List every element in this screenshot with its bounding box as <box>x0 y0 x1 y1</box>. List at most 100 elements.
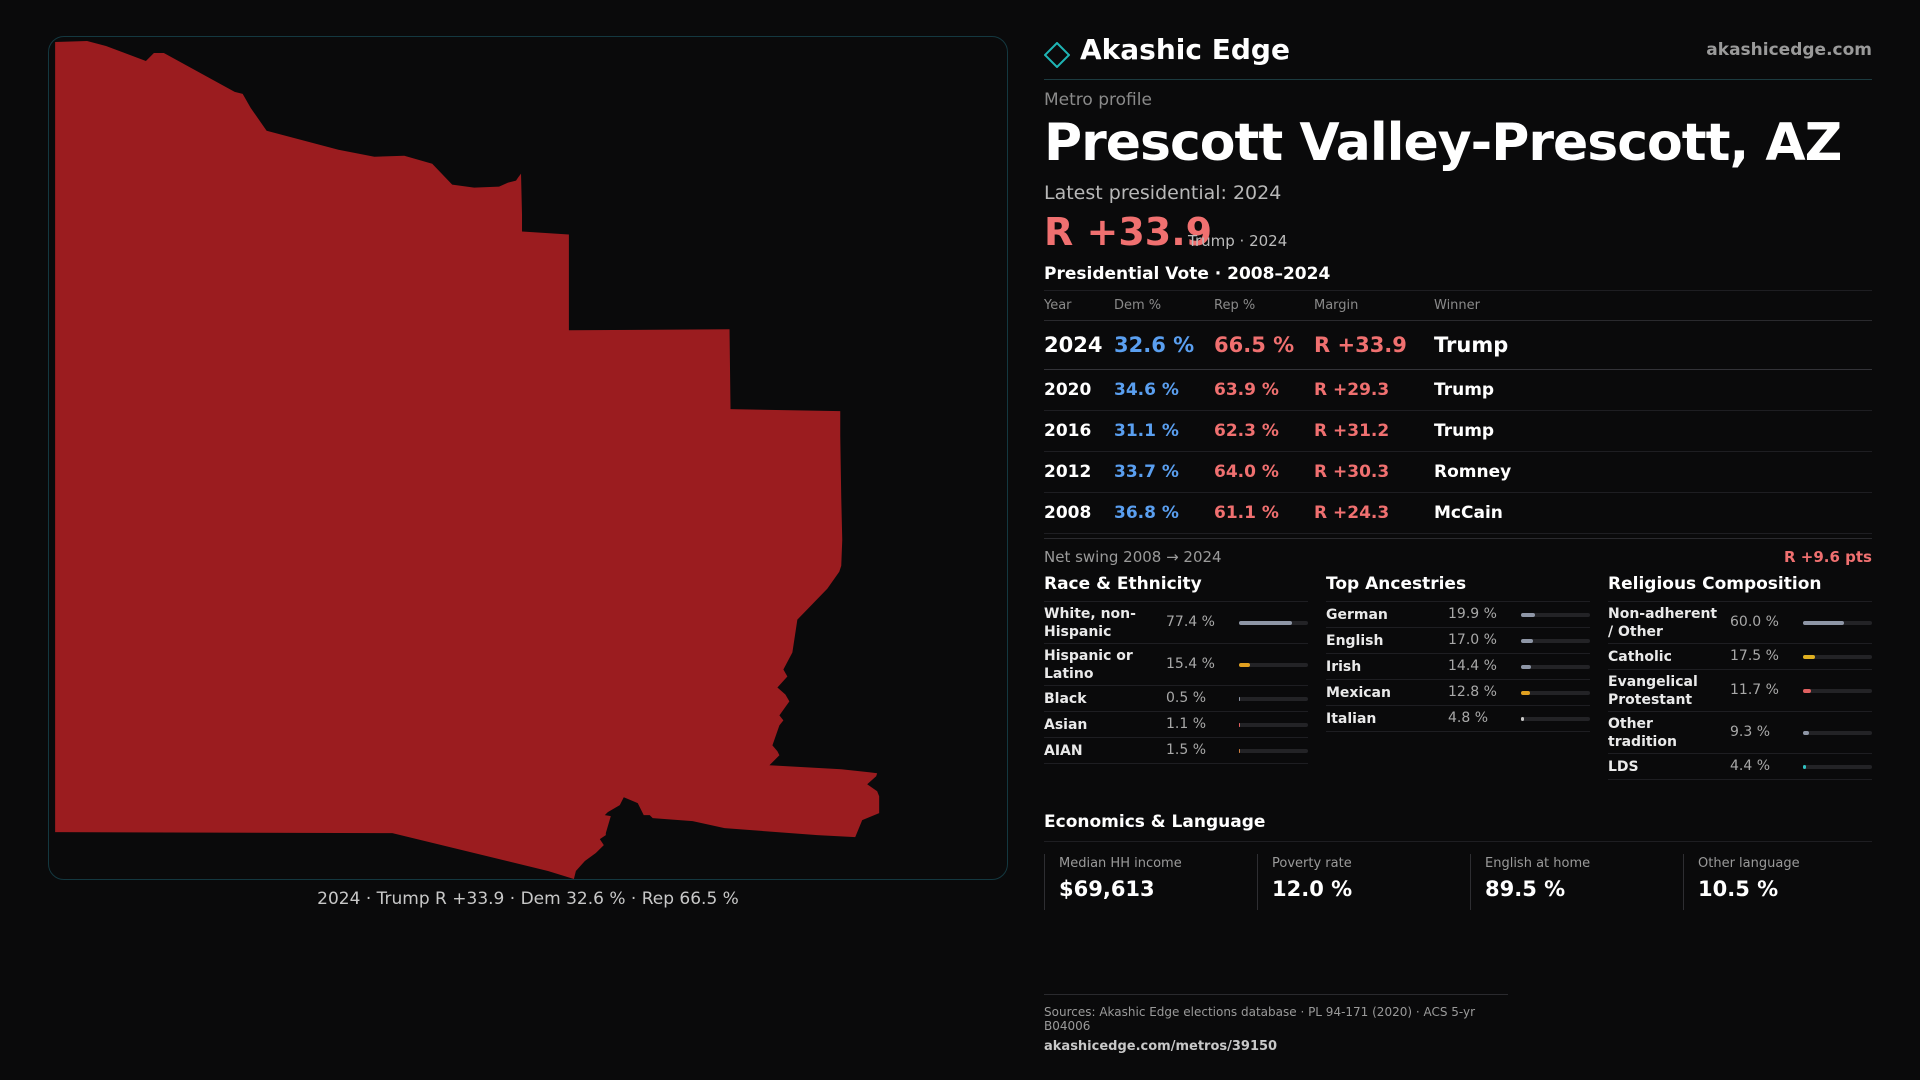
list-item: Evangelical Protestant 11.7 % <box>1608 670 1872 712</box>
item-bar-fill <box>1521 612 1535 617</box>
cell-year: 2020 <box>1044 369 1114 411</box>
cell-winner: McCain <box>1434 492 1872 534</box>
econ-stat: English at home 89.5 % <box>1470 853 1670 910</box>
list-item: Irish 14.4 % <box>1326 654 1590 680</box>
econ-stat-value: $69,613 <box>1059 876 1155 901</box>
metro-map <box>55 40 880 879</box>
item-bar <box>1239 748 1308 753</box>
item-value: 60.0 % <box>1730 613 1779 630</box>
item-value: 4.4 % <box>1730 757 1771 774</box>
item-value: 4.8 % <box>1448 709 1489 726</box>
item-label: Non-adherent / Other <box>1608 605 1718 640</box>
col-year: Year <box>1044 290 1114 321</box>
item-bar <box>1239 620 1308 625</box>
item-bar-fill <box>1521 690 1530 695</box>
cell-rep: 62.3 % <box>1214 410 1314 452</box>
race-ethnicity-panel: Race & Ethnicity White, non-Hispanic 77.4… <box>1044 574 1308 764</box>
page-kicker: Metro profile <box>1044 90 1152 110</box>
item-label: LDS <box>1608 758 1639 775</box>
item-label: AIAN <box>1044 742 1083 759</box>
net-swing-label: Net swing 2008 → 2024 <box>1044 547 1222 566</box>
race-ethnicity-title: Race & Ethnicity <box>1044 574 1308 602</box>
econ-stat: Poverty rate 12.0 % <box>1257 853 1457 910</box>
religion-panel: Religious Composition Non-adherent / Oth… <box>1608 574 1872 780</box>
item-value: 12.8 % <box>1448 683 1497 700</box>
cell-year: 2008 <box>1044 492 1114 534</box>
county-shape <box>55 40 880 879</box>
table-row: 2020 34.6 % 63.9 % R +29.3 Trump <box>1044 369 1872 411</box>
sources-url[interactable]: akashicedge.com/metros/39150 <box>1044 1039 1278 1054</box>
item-value: 11.7 % <box>1730 681 1779 698</box>
cell-year: 2016 <box>1044 410 1114 452</box>
header: Akashic Edge akashicedge.com <box>1044 30 1872 80</box>
item-value: 9.3 % <box>1730 723 1771 740</box>
item-bar-fill <box>1239 748 1241 753</box>
cell-year: 2012 <box>1044 451 1114 493</box>
econ-stat-label: Median HH income <box>1059 855 1182 871</box>
list-item: Other tradition 9.3 % <box>1608 712 1872 754</box>
table-row: 2008 36.8 % 61.1 % R +24.3 McCain <box>1044 492 1872 534</box>
econ-stat-label: Other language <box>1698 855 1800 871</box>
profile-panel: Akashic Edge akashicedge.com Metro profi… <box>1044 30 1872 930</box>
economics-row: Median HH income $69,613 Poverty rate 12.0 … <box>1044 853 1872 930</box>
cell-margin: R +24.3 <box>1314 492 1434 534</box>
item-bar <box>1521 690 1590 695</box>
item-bar-fill <box>1803 764 1807 769</box>
margin-summary: R +33.9 Trump · 2024 <box>1044 210 1872 258</box>
item-bar-fill <box>1521 716 1525 721</box>
list-item: Black 0.5 % <box>1044 686 1308 712</box>
item-bar <box>1239 722 1308 727</box>
margin-subtitle: Trump · 2024 <box>1188 231 1288 250</box>
cell-rep: 63.9 % <box>1214 369 1314 411</box>
item-bar-fill <box>1803 654 1816 659</box>
table-row: 2024 32.6 % 66.5 % R +33.9 Trump <box>1044 320 1872 370</box>
cell-margin: R +33.9 <box>1314 320 1434 370</box>
demographics: Race & Ethnicity White, non-Hispanic 77.4… <box>1044 574 1872 804</box>
cell-winner: Trump <box>1434 320 1872 370</box>
item-label: English <box>1326 632 1384 649</box>
econ-stat-label: Poverty rate <box>1272 855 1352 871</box>
item-label: Italian <box>1326 710 1377 727</box>
item-bar <box>1803 688 1872 693</box>
site-link[interactable]: akashicedge.com <box>1706 40 1872 60</box>
item-value: 77.4 % <box>1166 613 1215 630</box>
item-bar-fill <box>1521 638 1533 643</box>
cell-rep: 64.0 % <box>1214 451 1314 493</box>
econ-stat-value: 10.5 % <box>1698 876 1779 901</box>
religion-title: Religious Composition <box>1608 574 1872 602</box>
item-bar <box>1239 662 1308 667</box>
item-bar <box>1803 730 1872 735</box>
item-bar-fill <box>1239 620 1293 625</box>
latest-presidential: Latest presidential: 2024 <box>1044 181 1282 204</box>
list-item: Italian 4.8 % <box>1326 706 1590 732</box>
list-item: LDS 4.4 % <box>1608 754 1872 780</box>
item-bar-fill <box>1239 722 1241 727</box>
item-bar <box>1803 620 1872 625</box>
item-value: 0.5 % <box>1166 689 1207 706</box>
item-value: 15.4 % <box>1166 655 1215 672</box>
econ-stat-label: English at home <box>1485 855 1591 871</box>
cell-year: 2024 <box>1044 320 1114 370</box>
econ-stat: Median HH income $69,613 <box>1044 853 1244 910</box>
net-swing: Net swing 2008 → 2024 R +9.6 pts <box>1044 537 1872 570</box>
headline-margin: R +33.9 <box>1044 209 1213 254</box>
presidential-vote-table: Year Dem % Rep % Margin Winner 2024 32.6 … <box>1044 289 1872 534</box>
brand-name: Akashic Edge <box>1080 33 1290 66</box>
diamond-outline-icon <box>1044 42 1070 68</box>
net-swing-value: R +9.6 pts <box>1784 547 1872 566</box>
cell-rep: 66.5 % <box>1214 320 1314 370</box>
cell-dem: 34.6 % <box>1114 369 1214 411</box>
item-bar <box>1521 716 1590 721</box>
ancestries-title: Top Ancestries <box>1326 574 1590 602</box>
col-margin: Margin <box>1314 290 1434 321</box>
sources-text: Sources: Akashic Edge elections database… <box>1044 1005 1476 1033</box>
cell-dem: 36.8 % <box>1114 492 1214 534</box>
cell-winner: Romney <box>1434 451 1872 493</box>
cell-winner: Trump <box>1434 369 1872 411</box>
item-bar <box>1239 696 1308 701</box>
item-value: 17.5 % <box>1730 647 1779 664</box>
item-bar <box>1803 654 1872 659</box>
cell-margin: R +31.2 <box>1314 410 1434 452</box>
item-value: 1.1 % <box>1166 715 1207 732</box>
page-title: Prescott Valley-Prescott, AZ <box>1044 113 1842 173</box>
